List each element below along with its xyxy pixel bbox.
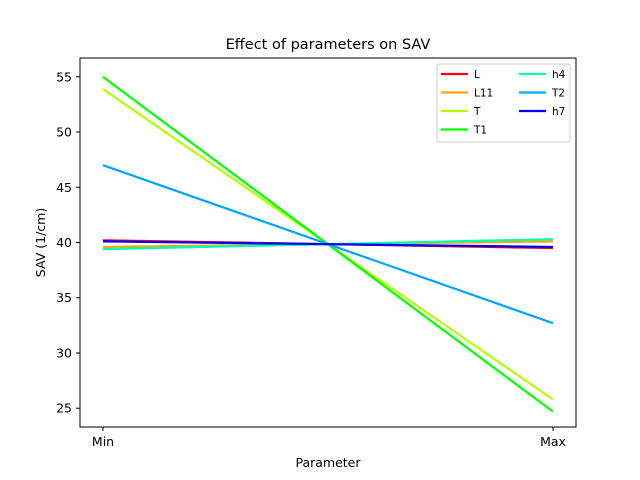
legend-label-t: T	[473, 106, 481, 118]
series-line-h7	[102, 240, 554, 249]
x-axis: Min Max	[92, 427, 566, 449]
x-tick-label: Min	[92, 434, 114, 449]
y-tick-label: 35	[56, 290, 72, 305]
x-tick-label: Max	[540, 434, 566, 449]
series-layer	[102, 75, 554, 413]
y-tick-label: 50	[56, 125, 72, 140]
y-tick-label: 40	[56, 235, 72, 250]
legend-label-h7: h7	[552, 106, 565, 118]
legend-box	[436, 63, 571, 143]
y-axis: 25 30 35 40 45 50 55	[56, 69, 80, 416]
y-axis-label: SAV (1/cm)	[33, 208, 48, 277]
legend-label-h4: h4	[552, 69, 566, 81]
legend: L L11 T T1 h4 T2 h7	[436, 63, 571, 143]
legend-label-t2: T2	[551, 88, 565, 100]
y-tick-label: 30	[56, 345, 72, 360]
legend-label-t1: T1	[473, 125, 487, 137]
chart-title: Effect of parameters on SAV	[226, 37, 431, 53]
y-tick-label: 25	[56, 401, 72, 416]
y-tick-label: 45	[56, 180, 72, 195]
y-tick-label: 55	[56, 69, 72, 84]
x-axis-label: Parameter	[295, 455, 361, 470]
legend-label-l: L	[474, 69, 480, 81]
legend-label-l11: L11	[474, 88, 493, 100]
